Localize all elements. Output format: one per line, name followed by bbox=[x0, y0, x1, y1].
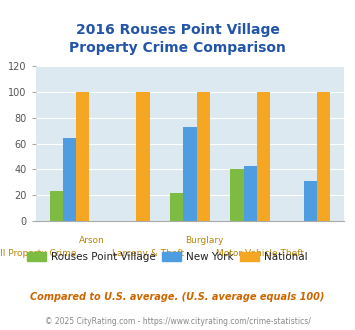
Text: 2016 Rouses Point Village
Property Crime Comparison: 2016 Rouses Point Village Property Crime… bbox=[69, 23, 286, 55]
Text: Arson: Arson bbox=[79, 236, 104, 245]
Bar bbox=[183, 127, 197, 221]
Bar bbox=[230, 169, 244, 221]
Bar bbox=[76, 92, 89, 221]
Bar bbox=[257, 92, 270, 221]
Legend: Rouses Point Village, New York, National: Rouses Point Village, New York, National bbox=[23, 248, 312, 266]
Text: Larceny & Theft: Larceny & Theft bbox=[112, 249, 184, 258]
Text: © 2025 CityRating.com - https://www.cityrating.com/crime-statistics/: © 2025 CityRating.com - https://www.city… bbox=[45, 317, 310, 326]
Text: Compared to U.S. average. (U.S. average equals 100): Compared to U.S. average. (U.S. average … bbox=[30, 292, 325, 302]
Text: Burglary: Burglary bbox=[185, 236, 223, 245]
Bar bbox=[63, 138, 76, 221]
Bar bbox=[317, 92, 330, 221]
Bar bbox=[244, 166, 257, 221]
Bar bbox=[197, 92, 210, 221]
Text: Motor Vehicle Theft: Motor Vehicle Theft bbox=[216, 249, 304, 258]
Bar bbox=[304, 181, 317, 221]
Bar bbox=[50, 191, 63, 221]
Text: All Property Crime: All Property Crime bbox=[0, 249, 77, 258]
Bar bbox=[170, 193, 183, 221]
Bar bbox=[136, 92, 149, 221]
